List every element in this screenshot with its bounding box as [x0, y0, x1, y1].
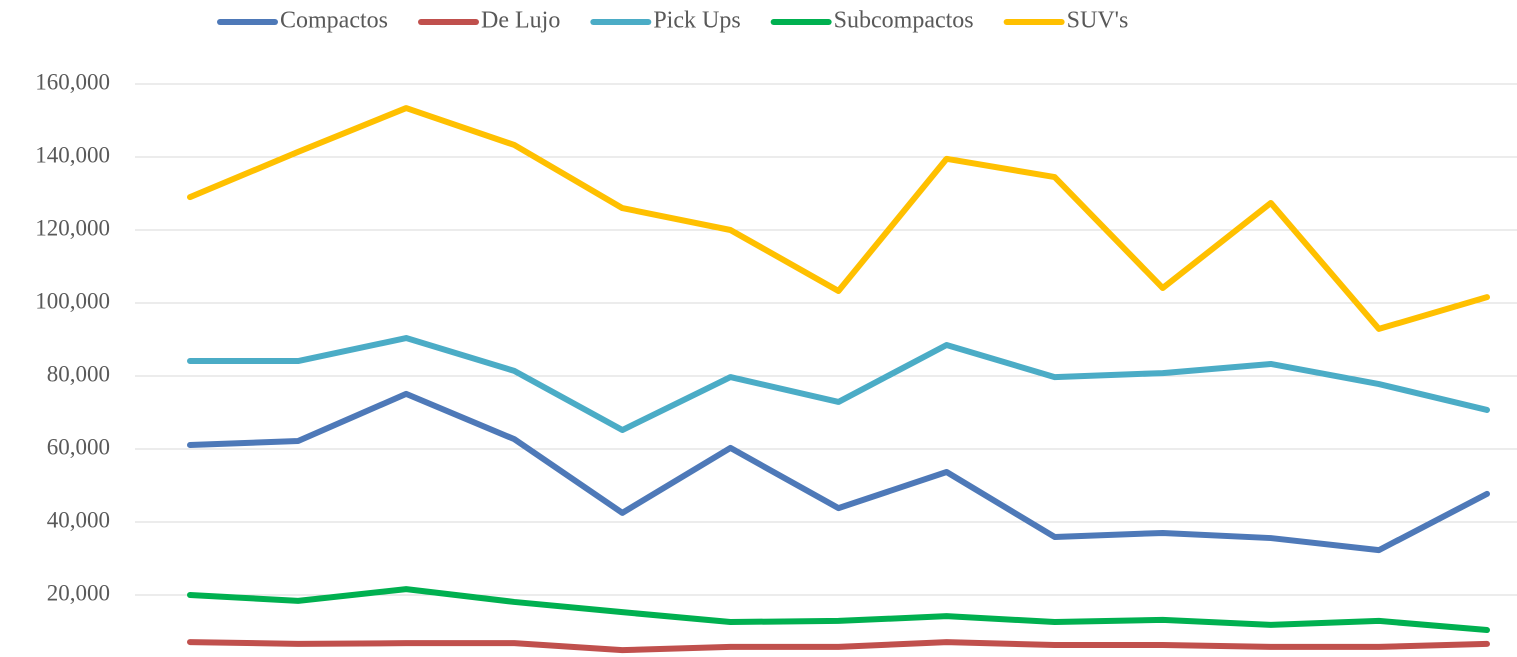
legend-item: Compactos: [217, 8, 388, 34]
y-tick-label: 0: [99, 653, 111, 657]
y-tick-label: 140,000: [35, 142, 110, 167]
y-tick-label: 40,000: [47, 507, 110, 532]
legend-label: SUV's: [1067, 8, 1129, 34]
y-tick-label: 80,000: [47, 361, 110, 386]
y-tick-label: 100,000: [35, 288, 110, 313]
series-line: [187, 586, 1490, 634]
legend-label: Compactos: [280, 8, 388, 34]
series-line: [187, 105, 1490, 332]
y-tick-label: 20,000: [47, 580, 110, 605]
y-tick-label: 60,000: [47, 434, 110, 459]
series-line: [187, 390, 1490, 554]
legend-label: Subcompactos: [834, 8, 974, 34]
legend-item: SUV's: [1003, 8, 1129, 34]
y-tick-label: 120,000: [35, 215, 110, 240]
legend-label: Pick Ups: [653, 8, 740, 34]
legend-item: Subcompactos: [770, 8, 974, 34]
series-line: [187, 335, 1490, 434]
legend-item: Pick Ups: [590, 8, 741, 34]
legend-label: De Lujo: [481, 8, 560, 34]
y-tick-label: 160,000: [35, 69, 110, 94]
legend-item: De Lujo: [418, 8, 560, 34]
series-line: [187, 639, 1490, 654]
